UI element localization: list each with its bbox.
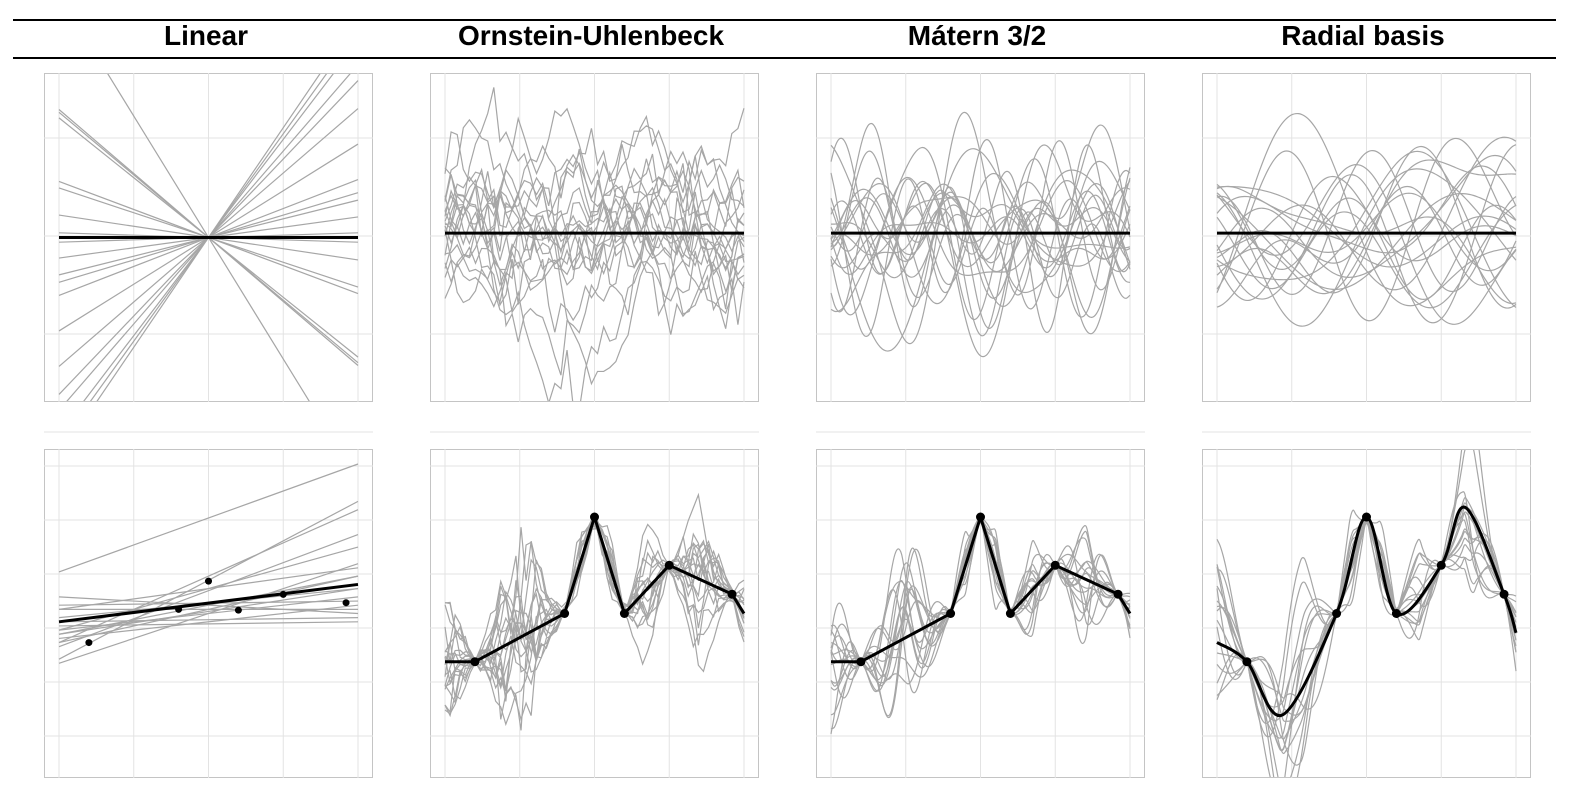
column-title-radial-basis: Radial basis (1281, 20, 1445, 51)
sample-path-11 (830, 169, 1131, 307)
observation-point (279, 590, 287, 598)
panel-matern-3/2-prior (816, 73, 1145, 433)
sample-path-9 (1216, 521, 1517, 751)
gridlines (1202, 73, 1531, 433)
sample-path-5 (1216, 185, 1517, 268)
panel-linear-posterior (44, 449, 373, 778)
sample-path-9 (1216, 154, 1517, 278)
observation-point (1499, 589, 1509, 599)
column-title-matern: Mátern 3/2 (907, 20, 1047, 51)
sample-path-3 (1216, 149, 1517, 295)
sample-path-16 (58, 509, 359, 644)
observation-point (727, 589, 737, 599)
sample-path-18 (1216, 112, 1517, 307)
mean-line (58, 582, 359, 624)
observation-point (1391, 609, 1401, 618)
sample-path-7 (830, 150, 1131, 337)
sample-path-15 (444, 150, 745, 307)
sample-path-12 (830, 158, 1131, 318)
observation-point (175, 605, 183, 613)
sample-path-14 (1216, 164, 1517, 325)
observation-point (976, 512, 985, 522)
sample-path-1 (1216, 137, 1517, 322)
observation-point (1005, 609, 1015, 618)
observation-point (1113, 589, 1123, 599)
panel-matern-3/2-posterior (816, 449, 1145, 778)
mean-line (1216, 505, 1518, 718)
sample-path-11 (444, 180, 745, 312)
sample-paths (830, 111, 1131, 358)
sample-path-1 (444, 226, 745, 386)
sample-path-0 (1216, 519, 1517, 725)
sample-path-8 (1216, 159, 1517, 295)
observation-point (1242, 657, 1252, 667)
sample-path-14 (444, 188, 745, 309)
sample-path-17 (444, 523, 745, 722)
sample-path-8 (830, 177, 1131, 318)
observation-point (85, 639, 93, 647)
sample-path-14 (830, 146, 1131, 321)
sample-path-13 (444, 527, 745, 687)
column-title-ornstein-uhlenbeck: Ornstein-Uhlenbeck (457, 20, 725, 51)
observation-point (1436, 560, 1446, 570)
sample-path-16 (444, 521, 745, 686)
sample-path-15 (830, 192, 1131, 279)
panel-radial-basis-posterior (1202, 449, 1531, 778)
sample-path-19 (830, 191, 1131, 299)
observation-point (342, 599, 350, 607)
sample-path-13 (58, 617, 359, 623)
observation-point (1332, 609, 1342, 618)
observation-point (590, 512, 599, 522)
sample-path-7 (1216, 136, 1517, 291)
panel-linear-prior (44, 73, 373, 433)
sample-path-7 (444, 191, 745, 376)
header-rule (13, 57, 1556, 59)
observation-point (1050, 560, 1060, 570)
observation-point (205, 577, 212, 585)
sample-paths (444, 492, 745, 731)
column-title-linear: Linear (163, 20, 249, 51)
sample-path-17 (444, 144, 745, 276)
sample-path-14 (58, 587, 359, 635)
observation-point (560, 609, 570, 618)
sample-path-14 (830, 521, 1131, 692)
sample-path-4 (830, 139, 1131, 338)
sample-path-3 (58, 567, 359, 610)
observation-point (856, 657, 866, 667)
panel-ornstein-uhlenbeck-posterior (430, 449, 759, 778)
observation-point (1362, 512, 1371, 522)
sample-path-13 (444, 114, 745, 263)
sample-path-13 (830, 522, 1131, 699)
sample-path-11 (58, 534, 359, 648)
sample-path-16 (830, 172, 1131, 305)
panel-radial-basis-prior (1202, 73, 1531, 433)
sample-path-12 (1216, 165, 1517, 254)
sample-path-0 (1216, 192, 1517, 290)
sample-path-18 (830, 111, 1131, 345)
sample-path-18 (444, 168, 745, 299)
observation-point (470, 657, 480, 667)
sample-path-5 (444, 167, 745, 315)
sample-path-14 (444, 492, 745, 715)
sample-path-19 (444, 197, 745, 291)
observation-point (234, 606, 242, 614)
observation-point (946, 609, 956, 618)
sample-path-10 (58, 621, 359, 627)
observation-point (664, 560, 674, 570)
panel-ornstein-uhlenbeck-prior (430, 73, 759, 433)
sample-path-10 (1216, 150, 1517, 308)
top-rule (13, 19, 1556, 21)
sample-path-19 (1216, 175, 1517, 302)
sample-path-0 (58, 463, 359, 573)
sample-path-17 (58, 575, 359, 635)
observation-point (619, 609, 629, 618)
